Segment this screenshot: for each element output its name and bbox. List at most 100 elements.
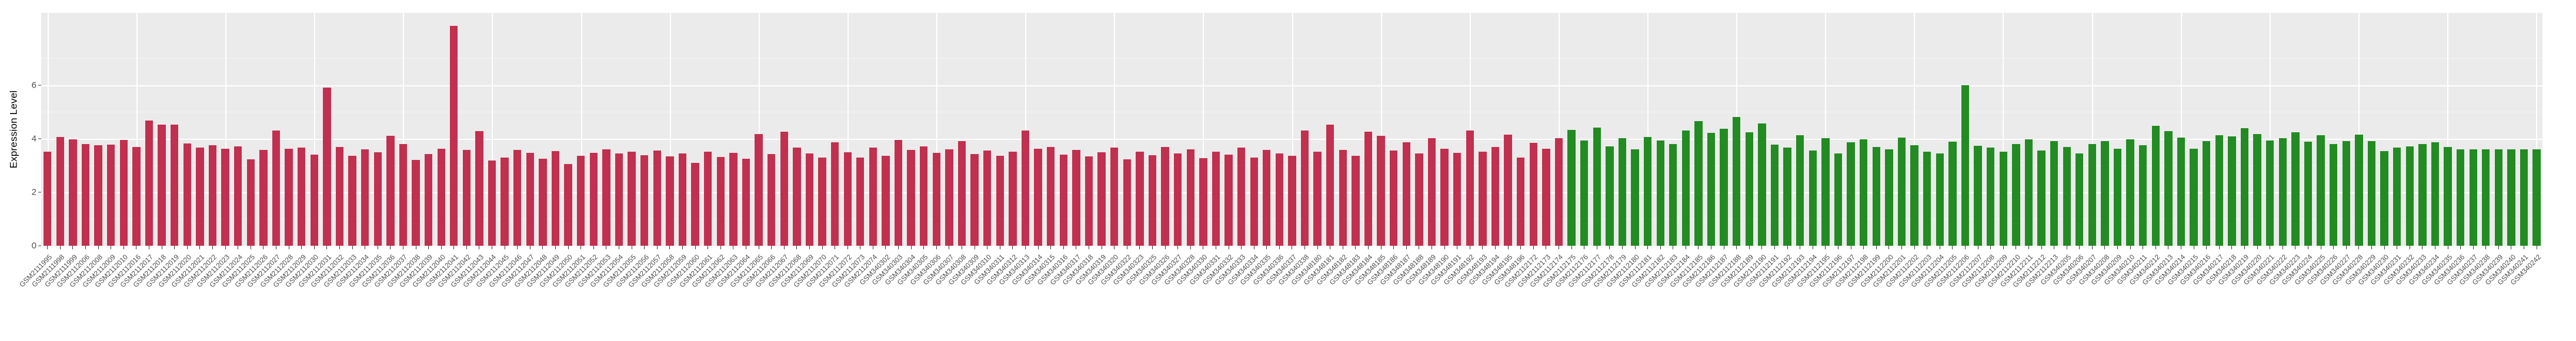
bar-cell[interactable] [2340, 13, 2353, 246]
bar-cell[interactable] [2518, 13, 2531, 246]
bar-cell[interactable] [1362, 13, 1375, 246]
bar[interactable] [94, 145, 102, 246]
bar-cell[interactable] [981, 13, 994, 246]
bar[interactable] [1580, 140, 1589, 246]
bar[interactable] [2037, 150, 2046, 246]
bar-cell[interactable] [1120, 13, 1133, 246]
bar-cell[interactable] [752, 13, 765, 246]
bar[interactable] [1427, 138, 1436, 246]
bar-cell[interactable] [2302, 13, 2315, 246]
bar-cell[interactable] [1070, 13, 1083, 246]
bar-cell[interactable] [2162, 13, 2175, 246]
bar[interactable] [2380, 151, 2388, 246]
bar-cell[interactable] [1172, 13, 1184, 246]
bar-cell[interactable] [1489, 13, 1502, 246]
bar-cell[interactable] [803, 13, 816, 246]
bar[interactable] [1593, 127, 1601, 246]
bar-cell[interactable] [1032, 13, 1045, 246]
bar-cell[interactable] [1590, 13, 1603, 246]
bar[interactable] [1554, 138, 1563, 246]
bar-cell[interactable] [2505, 13, 2518, 246]
bar-cell[interactable] [1133, 13, 1146, 246]
bar-cell[interactable] [829, 13, 842, 246]
bar[interactable] [1986, 148, 1995, 246]
bar[interactable] [1936, 153, 1944, 246]
bar[interactable] [1161, 146, 1169, 246]
bar[interactable] [1237, 148, 1246, 246]
bar[interactable] [1491, 146, 1500, 246]
bar[interactable] [1974, 145, 1982, 246]
bar-cell[interactable] [486, 13, 499, 246]
bar[interactable] [1009, 151, 1017, 246]
bar-cell[interactable] [245, 13, 258, 246]
bar-cell[interactable] [2060, 13, 2073, 246]
bar[interactable] [171, 125, 179, 246]
bar[interactable] [1948, 142, 1957, 246]
bar[interactable] [2469, 149, 2477, 246]
bar-cell[interactable] [2137, 13, 2150, 246]
bar-cell[interactable] [1476, 13, 1489, 246]
bar-cell[interactable] [1311, 13, 1324, 246]
bar[interactable] [361, 149, 369, 246]
bar[interactable] [1059, 155, 1067, 246]
bar-cell[interactable] [1464, 13, 1477, 246]
bar-cell[interactable] [943, 13, 956, 246]
bar[interactable] [196, 147, 204, 246]
bar-cell[interactable] [1108, 13, 1121, 246]
bar-cell[interactable] [435, 13, 448, 246]
bar-cell[interactable] [498, 13, 511, 246]
bar[interactable] [1263, 150, 1271, 246]
bar-cell[interactable] [1210, 13, 1223, 246]
bar[interactable] [830, 142, 839, 246]
bar-cell[interactable] [651, 13, 664, 246]
bar-cell[interactable] [778, 13, 790, 246]
bar-cell[interactable] [2111, 13, 2124, 246]
bar[interactable] [1123, 159, 1131, 246]
bar-cell[interactable] [765, 13, 778, 246]
bar[interactable] [158, 125, 166, 246]
bar-cell[interactable] [1781, 13, 1794, 246]
bar-cell[interactable] [2467, 13, 2480, 246]
bar[interactable] [1516, 157, 1525, 246]
bar-cell[interactable] [2200, 13, 2213, 246]
bar[interactable] [945, 149, 953, 246]
bar[interactable] [2215, 135, 2224, 246]
bar-cell[interactable] [1692, 13, 1705, 246]
bar[interactable] [2532, 149, 2541, 246]
bar[interactable] [1542, 149, 1550, 246]
bar[interactable] [1707, 132, 1716, 246]
bar-cell[interactable] [206, 13, 219, 246]
bar[interactable] [2317, 135, 2325, 246]
bar-cell[interactable] [461, 13, 473, 246]
bar-cell[interactable] [1527, 13, 1540, 246]
bar-cell[interactable] [1337, 13, 1350, 246]
bar[interactable] [2177, 138, 2185, 246]
bar-cell[interactable] [2035, 13, 2048, 246]
bar-cell[interactable] [892, 13, 905, 246]
bar-cell[interactable] [625, 13, 638, 246]
bar[interactable] [2203, 141, 2211, 246]
bar-cell[interactable] [879, 13, 892, 246]
bar[interactable] [285, 149, 293, 246]
bar-cell[interactable] [2353, 13, 2365, 246]
bar-cell[interactable] [740, 13, 753, 246]
bar[interactable] [132, 146, 141, 246]
bar[interactable] [297, 147, 306, 246]
bar-cell[interactable] [143, 13, 156, 246]
bar-cell[interactable] [727, 13, 740, 246]
bar[interactable] [539, 158, 547, 246]
bar[interactable] [1745, 132, 1754, 246]
bar[interactable] [373, 152, 382, 246]
bar-cell[interactable] [1324, 13, 1337, 246]
bar-cell[interactable] [1896, 13, 1908, 246]
bar[interactable] [628, 151, 636, 246]
bar-cell[interactable] [1654, 13, 1667, 246]
bar-cell[interactable] [282, 13, 295, 246]
bar-cell[interactable] [2391, 13, 2404, 246]
bar[interactable] [1808, 150, 1817, 246]
bar[interactable] [742, 158, 750, 246]
bar-cell[interactable] [2175, 13, 2188, 246]
bar[interactable] [1796, 135, 1804, 246]
bar-cell[interactable] [2403, 13, 2416, 246]
bar[interactable] [2355, 134, 2363, 246]
